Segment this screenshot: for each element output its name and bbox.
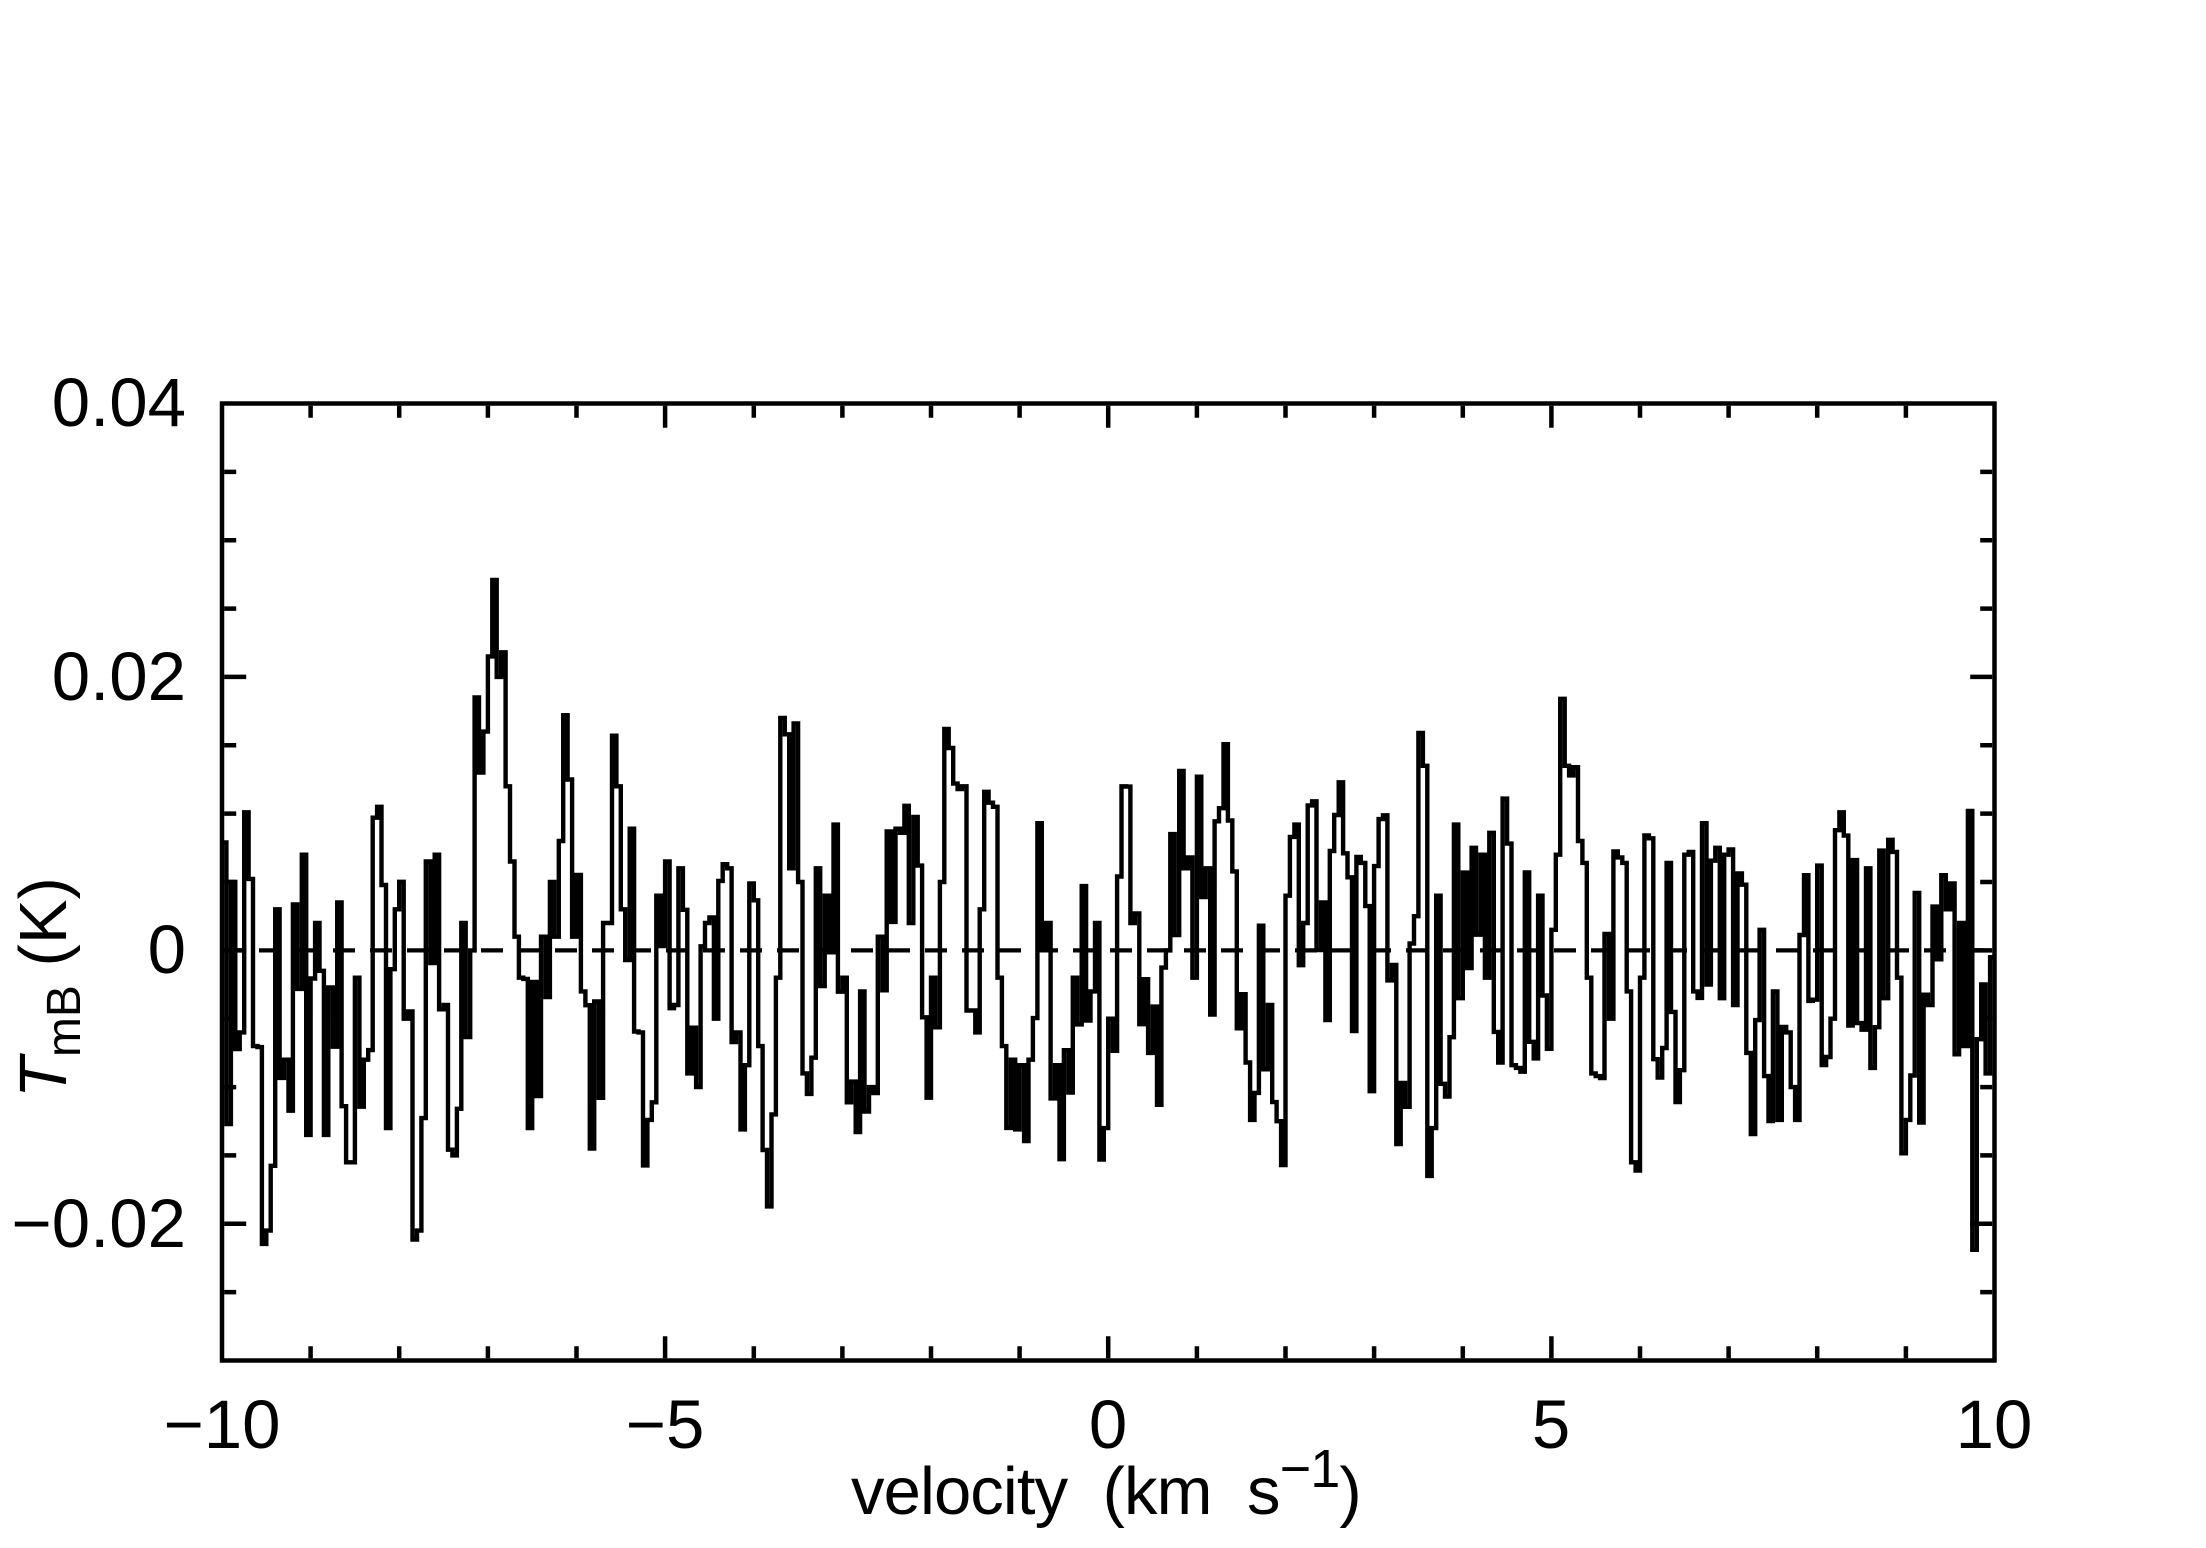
svg-text:−0.02: −0.02: [11, 1185, 186, 1262]
svg-text:0: 0: [1089, 1386, 1127, 1463]
svg-text:5: 5: [1532, 1386, 1570, 1463]
svg-text:10: 10: [1956, 1386, 2033, 1463]
svg-text:−10: −10: [163, 1386, 280, 1463]
svg-text:0.02: 0.02: [52, 638, 186, 715]
svg-text:0.04: 0.04: [52, 364, 186, 441]
svg-text:velocity (km s−1): velocity (km s−1): [851, 1439, 1361, 1529]
svg-text:−5: −5: [626, 1386, 705, 1463]
svg-text:TmB (K): TmB (K): [6, 877, 91, 1098]
svg-text:0: 0: [148, 911, 186, 988]
